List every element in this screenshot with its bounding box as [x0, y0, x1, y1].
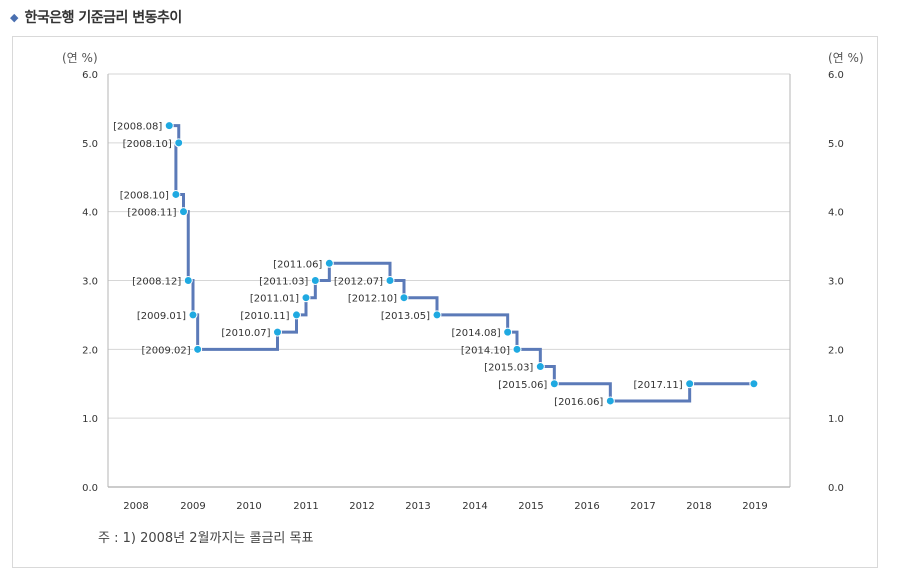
data-point [605, 396, 615, 406]
footnote: 주 : 1) 2008년 2월까지는 콜금리 목표 [98, 531, 314, 546]
data-label: [2012.10] [348, 294, 397, 305]
x-tick-label: 2018 [686, 501, 711, 512]
data-point [512, 344, 522, 354]
chart-header: ◆ 한국은행 기준금리 변동추이 [10, 6, 182, 28]
data-point [179, 207, 188, 217]
x-tick-label: 2012 [349, 501, 374, 512]
data-point [193, 344, 203, 354]
data-label: [2010.11] [240, 311, 289, 322]
x-tick-label: 2009 [180, 501, 205, 512]
data-point [171, 189, 181, 199]
data-point [273, 327, 282, 337]
y-tick-label-left: 6.0 [82, 70, 98, 81]
y-tick-label-left: 2.0 [82, 345, 98, 356]
data-point [324, 258, 334, 268]
right-unit-label: (연 %) [828, 51, 864, 65]
data-point [188, 310, 198, 320]
y-tick-label-right: 5.0 [828, 139, 844, 150]
data-label: [2011.01] [250, 294, 299, 305]
data-point [174, 138, 184, 148]
axes: 0.0 0.0 1.0 1.0 2.0 2.0 3.0 3.0 4.0 4.0 5.0 5.0 6.0 6… [82, 70, 844, 512]
data-label: [2008.08] [113, 122, 162, 133]
data-point [292, 310, 301, 320]
x-tick-label: 2013 [405, 501, 430, 512]
y-tick-label-right: 4.0 [828, 208, 844, 219]
data-label: [2008.10] [123, 139, 172, 150]
data-points [164, 121, 759, 406]
data-label: [2014.10] [461, 345, 510, 356]
x-tick-label: 2011 [293, 501, 318, 512]
data-label: [2015.06] [498, 380, 547, 391]
y-tick-label-right: 2.0 [828, 345, 844, 356]
y-tick-label-right: 1.0 [828, 414, 844, 425]
data-point [183, 276, 193, 285]
data-point [432, 310, 442, 320]
y-tick-label-left: 1.0 [82, 414, 98, 425]
data-label: [2016.06] [554, 397, 603, 408]
data-label: [2017.11] [634, 380, 683, 391]
y-tick-label-right: 0.0 [828, 483, 844, 494]
data-label: [2012.07] [334, 277, 383, 288]
y-tick-label-left: 3.0 [82, 277, 98, 288]
y-tick-label-right: 6.0 [828, 70, 844, 81]
y-tick-label-left: 5.0 [82, 139, 98, 150]
x-tick-label: 2017 [630, 501, 655, 512]
data-point [301, 293, 311, 303]
rate-step-line [169, 124, 754, 403]
data-point [164, 121, 174, 131]
data-label: [2008.10] [120, 190, 169, 201]
data-point [385, 276, 395, 285]
y-tick-label-right: 3.0 [828, 277, 844, 288]
y-tick-label-left: 0.0 [82, 483, 98, 494]
data-point [685, 379, 695, 389]
grid-lines [108, 73, 790, 488]
x-tick-label: 2016 [574, 501, 599, 512]
data-label: [2011.03] [259, 277, 308, 288]
data-point [535, 362, 545, 372]
data-label: [2015.03] [484, 363, 533, 374]
data-label: [2013.05] [381, 311, 430, 322]
data-label: [2008.11] [127, 208, 176, 219]
data-point [310, 276, 320, 285]
x-tick-label: 2015 [518, 501, 543, 512]
data-label: [2009.01] [137, 311, 186, 322]
x-tick-label: 2014 [462, 501, 487, 512]
x-tick-label: 2019 [742, 501, 767, 512]
left-unit-label: (연 %) [62, 51, 98, 65]
data-point [749, 379, 759, 389]
diamond-bullet-icon: ◆ [10, 10, 19, 24]
x-tick-label: 2010 [236, 501, 261, 512]
data-point [503, 327, 513, 337]
data-point [549, 379, 559, 389]
chart-panel [12, 36, 878, 568]
y-tick-label-left: 4.0 [82, 208, 98, 219]
data-label: [2014.08] [452, 328, 501, 339]
data-label: [2011.06] [273, 259, 322, 270]
page-title: 한국은행 기준금리 변동추이 [24, 10, 182, 26]
data-point [399, 293, 409, 303]
x-tick-label: 2008 [123, 501, 148, 512]
data-labels: [2008.08] [2008.10] [2008.10] [2008.11] [200… [113, 122, 683, 408]
data-label: [2010.07] [221, 328, 270, 339]
data-label: [2009.02] [142, 345, 191, 356]
series-line [169, 124, 754, 403]
data-label: [2008.12] [132, 277, 181, 288]
